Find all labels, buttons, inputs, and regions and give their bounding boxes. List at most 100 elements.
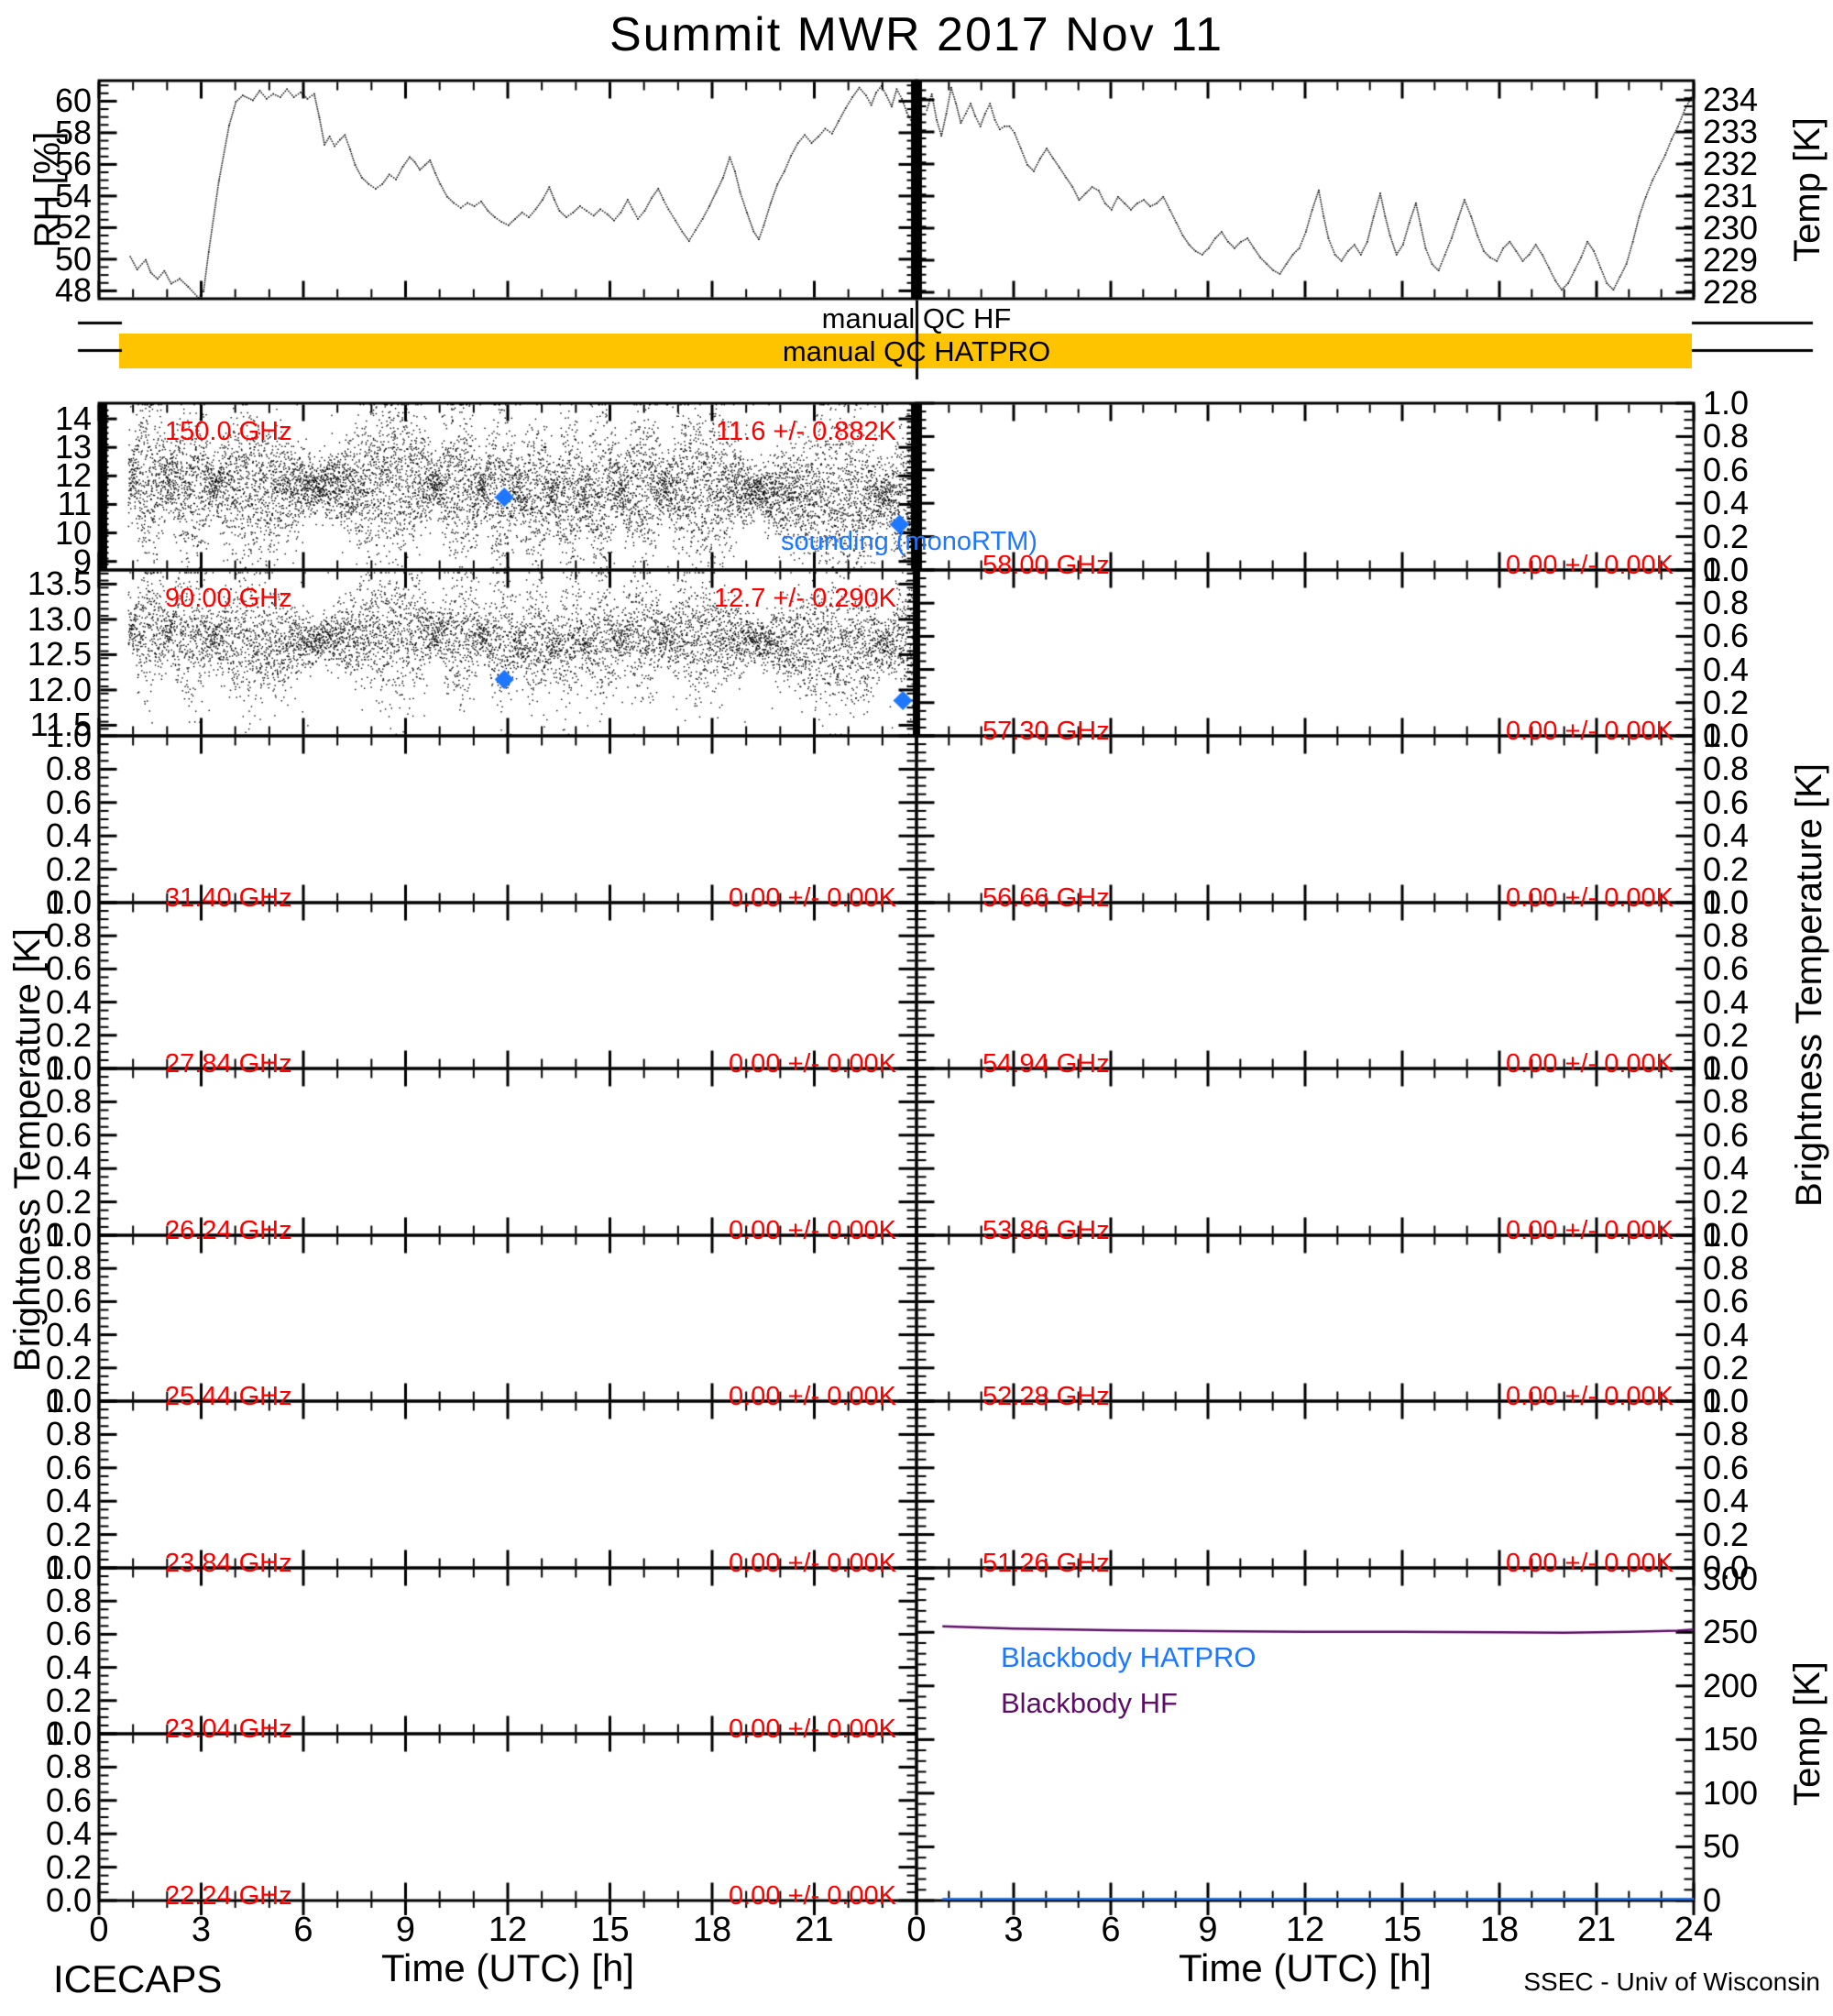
y-tick-label: 0.8 [45, 1415, 92, 1453]
y-tick-label: 48 [54, 271, 92, 310]
panel-freq-label: 27.84 GHz [165, 1049, 292, 1079]
qc-label-hatpro: manual QC HATPRO [782, 335, 1051, 367]
panel-stat-label: 12.7 +/- 0.290K [713, 584, 896, 613]
y-tick-label: 0.4 [1703, 484, 1750, 522]
y-tick-label: 1.0 [45, 883, 92, 921]
y-tick-label: 100 [1703, 1773, 1759, 1812]
y-tick-label: 0.0 [1703, 1216, 1750, 1254]
y-tick-label: 0.2 [1703, 849, 1750, 888]
x-tick-label: 6 [1101, 1911, 1121, 1949]
y-tick-label: 13 [54, 428, 92, 466]
y-tick-label: 0.6 [1703, 783, 1750, 821]
x-tick-label: 12 [1285, 1911, 1325, 1949]
y-tick-label: 0.6 [1703, 1282, 1750, 1320]
y-tick-label: 0.6 [45, 1282, 92, 1320]
x-tick-label: 0 [89, 1911, 109, 1949]
page-title: Summit MWR 2017 Nov 11 [609, 8, 1224, 61]
x-tick-label: 24 [1674, 1911, 1714, 1949]
y-tick-label: 0.0 [1703, 717, 1750, 754]
y-tick-label: 0.0 [45, 1549, 92, 1586]
y-tick-label: 150 [1703, 1720, 1759, 1759]
panel-stat-label: 0.00 +/- 0.00K [729, 1881, 896, 1911]
y-tick-label: 0.8 [45, 1582, 92, 1620]
credit-label: SSEC - Univ of Wisconsin [1523, 1967, 1820, 1996]
y-tick-label: 1.0 [45, 1549, 92, 1586]
x-tick-label: 18 [692, 1911, 732, 1949]
panel-stat-label: 0.00 +/- 0.00K [729, 1382, 896, 1411]
panel-freq-label: 23.04 GHz [165, 1715, 292, 1744]
x-tick-label: 3 [1004, 1911, 1024, 1949]
y-tick-label: 230 [1703, 209, 1759, 247]
y-tick-label: 0.2 [45, 1348, 92, 1386]
project-label: ICECAPS [53, 1957, 223, 2000]
y-tick-label: 0.2 [1703, 1182, 1750, 1221]
panel-stat-label: 0.00 +/- 0.00K [729, 883, 896, 913]
y-tick-label: 0.6 [1703, 949, 1750, 988]
y-tick-label: 14 [54, 400, 92, 438]
y-tick-label: 0.2 [45, 1681, 92, 1719]
y-tick-label: 0.2 [1703, 1515, 1750, 1553]
y-tick-label: 0.0 [45, 1715, 92, 1752]
y-tick-label: 0.2 [1703, 1348, 1750, 1386]
y-tick-label: 0.8 [45, 1748, 92, 1786]
panel-stat-label: 11.6 +/- 0.882K [716, 417, 896, 446]
panel-freq-label: 25.44 GHz [165, 1382, 292, 1411]
y-tick-label: 0 [1703, 1881, 1722, 1919]
x-tick-label: 0 [906, 1911, 927, 1949]
y-tick-label: 0.8 [45, 1082, 92, 1121]
y-tick-label: 233 [1703, 113, 1759, 150]
x-tick-label: 9 [1198, 1911, 1218, 1949]
y-tick-label: 0.8 [45, 916, 92, 955]
y-tick-label: 0.6 [45, 783, 92, 821]
x-tick-label: 6 [293, 1911, 313, 1949]
y-tick-label: 0.4 [1703, 1149, 1750, 1188]
y-tick-label: 1.0 [1703, 717, 1750, 754]
y-tick-label: 0.2 [45, 1182, 92, 1221]
y-tick-label: 1.0 [45, 1382, 92, 1419]
y-tick-label: 0.6 [1703, 1115, 1750, 1154]
y-tick-label: 1.0 [1703, 1216, 1750, 1254]
y-tick-label: 0.2 [45, 1515, 92, 1553]
y-tick-label: 12.5 [27, 635, 92, 674]
y-tick-label: 11 [57, 485, 92, 523]
y-tick-label: 0.4 [45, 1648, 92, 1686]
panel-stat-label: 0.00 +/- 0.00K [1506, 1049, 1674, 1079]
y-tick-label: 200 [1703, 1666, 1759, 1704]
y-tick-label: 50 [1703, 1827, 1740, 1866]
y-tick-label: 10 [54, 513, 92, 552]
y-tick-label: 50 [54, 239, 92, 278]
y-tick-label: 54 [54, 176, 92, 214]
x-axis-label-left: Time (UTC) [h] [380, 1946, 635, 1989]
y-tick-label: 0.0 [1703, 1049, 1750, 1087]
x-tick-label: 3 [191, 1911, 212, 1949]
panel-freq-label: 23.84 GHz [165, 1549, 292, 1578]
y-tick-label: 0.6 [45, 1115, 92, 1154]
y-tick-label: 0.8 [1703, 1415, 1750, 1453]
y-tick-label: 0.6 [45, 949, 92, 988]
y-tick-label: 231 [1703, 177, 1759, 214]
y-tick-label: 1.0 [45, 1049, 92, 1087]
y-tick-label: 1.0 [1703, 1382, 1750, 1419]
y-tick-label: 0.8 [1703, 584, 1750, 622]
x-tick-label: 9 [395, 1911, 416, 1949]
y-tick-label: 232 [1703, 145, 1759, 182]
y-tick-label: 0.0 [45, 1049, 92, 1087]
panel-stat-label: 0.00 +/- 0.00K [1506, 1216, 1674, 1245]
y-tick-label: 0.4 [1703, 650, 1750, 688]
y-tick-label: 13.0 [27, 599, 92, 638]
x-tick-label: 21 [795, 1911, 834, 1949]
y-tick-label: 0.0 [45, 1881, 92, 1919]
panel-stat-label: 0.00 +/- 0.00K [1506, 1382, 1674, 1411]
y-tick-label: 0.2 [45, 1015, 92, 1054]
y-tick-label: 0.4 [1703, 982, 1750, 1021]
x-tick-label: 12 [488, 1911, 528, 1949]
y-tick-label: 1.0 [1703, 551, 1750, 588]
y-tick-label: 0.2 [1703, 1015, 1750, 1054]
x-tick-label: 15 [1382, 1911, 1422, 1949]
panel-freq-label: 31.40 GHz [165, 883, 292, 913]
y-tick-label: 56 [54, 145, 92, 183]
y-tick-label: 0.8 [1703, 916, 1750, 955]
panel-stat-label: 0.00 +/- 0.00K [1506, 551, 1674, 580]
legend-blackbody-hatpro: Blackbody HATPRO [1001, 1641, 1257, 1673]
